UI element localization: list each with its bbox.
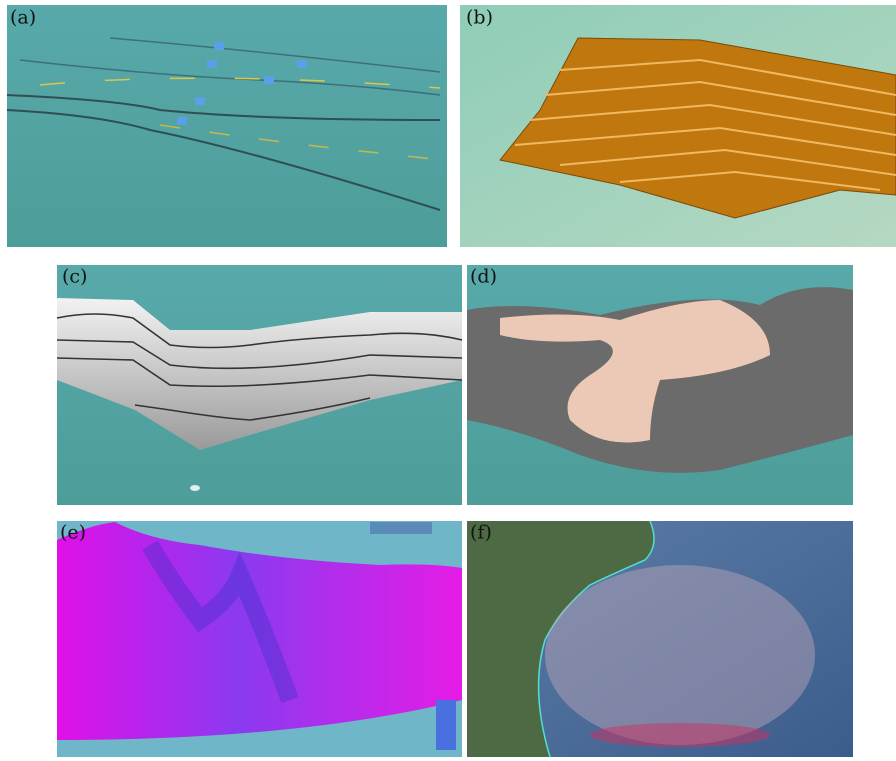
current-field xyxy=(545,565,815,745)
panel-label: (a) xyxy=(10,7,36,29)
colorbar xyxy=(436,700,456,750)
marker xyxy=(264,76,274,84)
panel-background xyxy=(7,5,447,247)
panel-a: (a) xyxy=(7,5,447,247)
panel-f: (f) xyxy=(467,521,853,757)
panel-label: (b) xyxy=(466,7,493,29)
marker xyxy=(195,97,205,105)
figure: (a) (b) (c) (d) xyxy=(0,0,896,761)
ship xyxy=(190,485,200,491)
panel-label: (c) xyxy=(62,266,87,288)
panel-label: (f) xyxy=(470,522,492,544)
panel-b: (b) xyxy=(460,5,896,247)
page: {"panels": [{"label": "(a)"}, {"label": … xyxy=(0,0,896,761)
panel-label: (d) xyxy=(470,266,497,288)
panel-c: (c) xyxy=(57,265,462,505)
marker xyxy=(207,60,217,68)
panel-d: (d) xyxy=(467,265,853,505)
current-field xyxy=(590,723,770,747)
marker xyxy=(297,60,307,68)
toolbar xyxy=(370,522,432,534)
marker xyxy=(177,117,187,125)
panel-label: (e) xyxy=(60,522,86,544)
panel-e: (e) xyxy=(57,521,462,757)
marker xyxy=(214,42,224,50)
